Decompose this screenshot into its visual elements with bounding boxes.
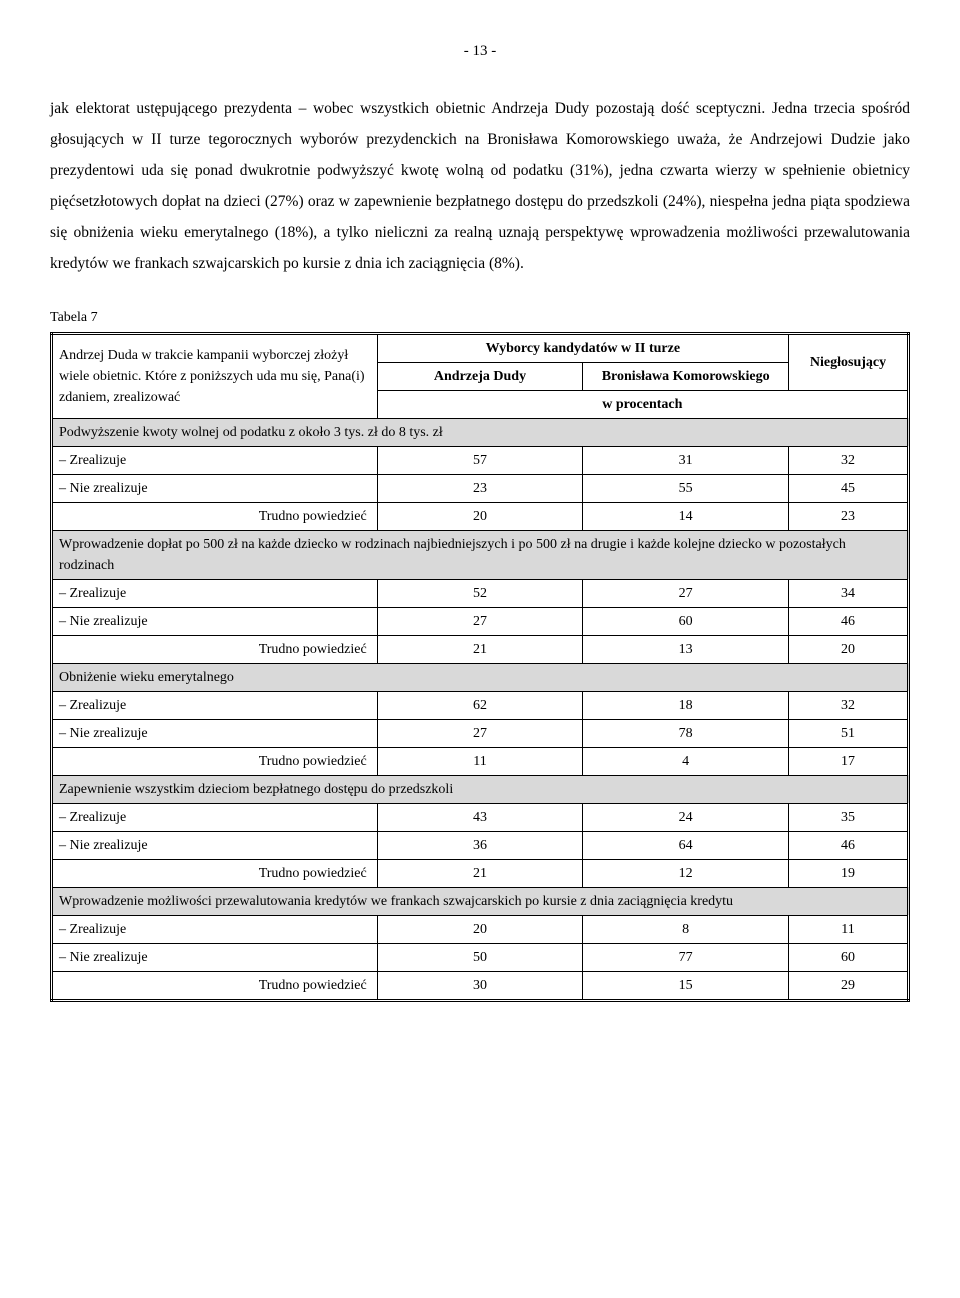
page-number: - 13 - — [50, 40, 910, 63]
table-row: – Zrealizuje522734 — [52, 579, 909, 607]
cell-value: 52 — [377, 579, 583, 607]
table-row: – Nie zrealizuje277851 — [52, 719, 909, 747]
cell-value: 43 — [377, 803, 583, 831]
table-row: Trudno powiedzieć211219 — [52, 859, 909, 887]
cell-value: 46 — [789, 607, 909, 635]
unit-row: w procentach — [377, 390, 908, 418]
col-andrzej: Andrzeja Dudy — [377, 362, 583, 390]
row-label: – Zrealizuje — [52, 446, 378, 474]
row-label: – Nie zrealizuje — [52, 607, 378, 635]
col-nieglosujacy: Niegłosujący — [789, 333, 909, 390]
cell-value: 31 — [583, 446, 789, 474]
cell-value: 29 — [789, 971, 909, 1000]
cell-value: 57 — [377, 446, 583, 474]
row-label: Trudno powiedzieć — [52, 502, 378, 530]
cell-value: 24 — [583, 803, 789, 831]
table-row: – Nie zrealizuje276046 — [52, 607, 909, 635]
cell-value: 17 — [789, 747, 909, 775]
row-label: – Zrealizuje — [52, 803, 378, 831]
cell-value: 11 — [789, 915, 909, 943]
row-label: Trudno powiedzieć — [52, 747, 378, 775]
cell-value: 11 — [377, 747, 583, 775]
row-label: – Zrealizuje — [52, 691, 378, 719]
row-label: – Nie zrealizuje — [52, 719, 378, 747]
cell-value: 23 — [377, 474, 583, 502]
table-label: Tabela 7 — [50, 307, 910, 328]
table-row: Trudno powiedzieć11417 — [52, 747, 909, 775]
row-label: Trudno powiedzieć — [52, 859, 378, 887]
cell-value: 23 — [789, 502, 909, 530]
cell-value: 21 — [377, 859, 583, 887]
section-title: Obniżenie wieku emerytalnego — [52, 663, 909, 691]
table-row: Trudno powiedzieć301529 — [52, 971, 909, 1000]
cell-value: 12 — [583, 859, 789, 887]
row-label: – Nie zrealizuje — [52, 943, 378, 971]
cell-value: 4 — [583, 747, 789, 775]
table-row: – Nie zrealizuje366446 — [52, 831, 909, 859]
row-label: – Nie zrealizuje — [52, 831, 378, 859]
cell-value: 51 — [789, 719, 909, 747]
section-title: Wprowadzenie dopłat po 500 zł na każde d… — [52, 530, 909, 579]
col-bronislaw: Bronisława Komorowskiego — [583, 362, 789, 390]
cell-value: 45 — [789, 474, 909, 502]
row-label: – Nie zrealizuje — [52, 474, 378, 502]
cell-value: 60 — [789, 943, 909, 971]
cell-value: 13 — [583, 635, 789, 663]
table-row: – Zrealizuje432435 — [52, 803, 909, 831]
cell-value: 27 — [377, 607, 583, 635]
cell-value: 64 — [583, 831, 789, 859]
results-table: Andrzej Duda w trakcie kampanii wyborcze… — [50, 332, 910, 1002]
cell-value: 35 — [789, 803, 909, 831]
row-label: – Zrealizuje — [52, 579, 378, 607]
col-group-wyborcy: Wyborcy kandydatów w II turze — [377, 333, 788, 362]
table-row: Trudno powiedzieć211320 — [52, 635, 909, 663]
row-label: Trudno powiedzieć — [52, 971, 378, 1000]
section-title: Zapewnienie wszystkim dzieciom bezpłatne… — [52, 775, 909, 803]
cell-value: 27 — [377, 719, 583, 747]
table-row: – Zrealizuje20811 — [52, 915, 909, 943]
cell-value: 46 — [789, 831, 909, 859]
cell-value: 21 — [377, 635, 583, 663]
cell-value: 36 — [377, 831, 583, 859]
cell-value: 20 — [789, 635, 909, 663]
cell-value: 30 — [377, 971, 583, 1000]
section-title: Wprowadzenie możliwości przewalutowania … — [52, 887, 909, 915]
cell-value: 77 — [583, 943, 789, 971]
body-paragraph: jak elektorat ustępującego prezydenta – … — [50, 93, 910, 279]
row-label: – Zrealizuje — [52, 915, 378, 943]
cell-value: 55 — [583, 474, 789, 502]
cell-value: 19 — [789, 859, 909, 887]
table-row: – Nie zrealizuje507760 — [52, 943, 909, 971]
row-label: Trudno powiedzieć — [52, 635, 378, 663]
table-question: Andrzej Duda w trakcie kampanii wyborcze… — [52, 333, 378, 418]
cell-value: 60 — [583, 607, 789, 635]
table-row: – Zrealizuje573132 — [52, 446, 909, 474]
cell-value: 18 — [583, 691, 789, 719]
cell-value: 50 — [377, 943, 583, 971]
cell-value: 20 — [377, 915, 583, 943]
cell-value: 32 — [789, 691, 909, 719]
table-row: – Nie zrealizuje235545 — [52, 474, 909, 502]
cell-value: 32 — [789, 446, 909, 474]
cell-value: 8 — [583, 915, 789, 943]
cell-value: 34 — [789, 579, 909, 607]
cell-value: 14 — [583, 502, 789, 530]
cell-value: 27 — [583, 579, 789, 607]
section-title: Podwyższenie kwoty wolnej od podatku z o… — [52, 418, 909, 446]
table-row: Trudno powiedzieć201423 — [52, 502, 909, 530]
cell-value: 20 — [377, 502, 583, 530]
cell-value: 78 — [583, 719, 789, 747]
table-row: – Zrealizuje621832 — [52, 691, 909, 719]
cell-value: 62 — [377, 691, 583, 719]
cell-value: 15 — [583, 971, 789, 1000]
